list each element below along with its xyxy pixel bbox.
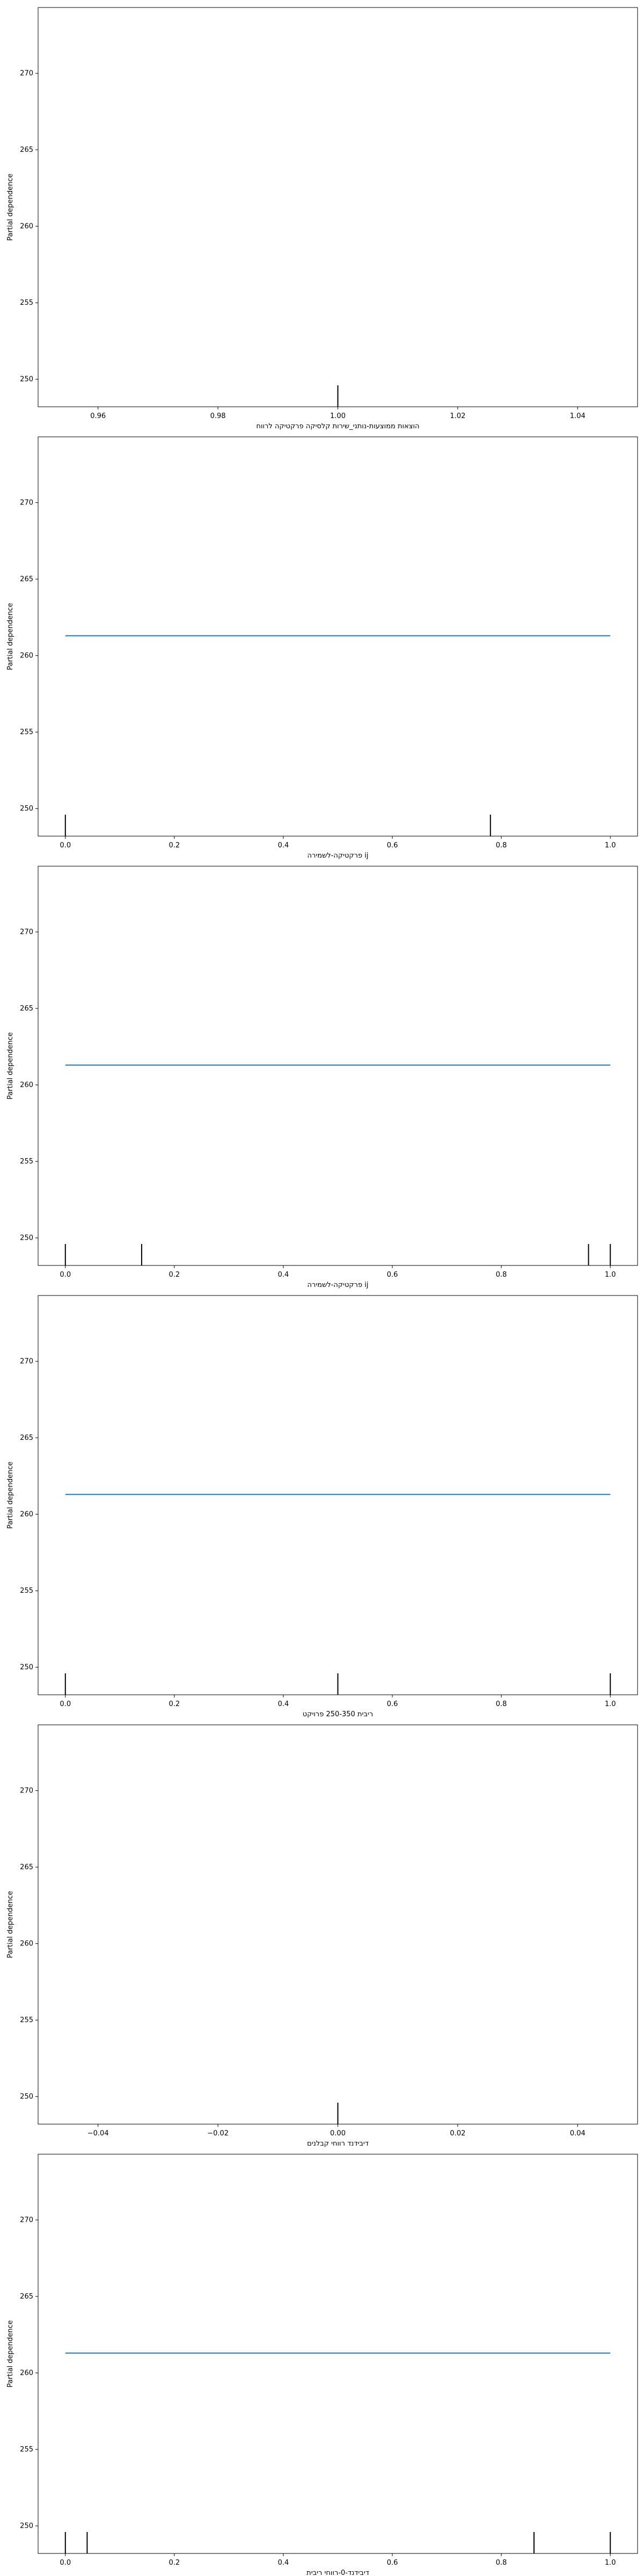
x-tick-label: 0.6: [387, 1271, 398, 1279]
x-tick-label: 0.0: [60, 1700, 71, 1708]
y-tick-label: 265: [20, 575, 33, 583]
y-tick-label: 270: [20, 1787, 33, 1795]
x-axis-label: דיבידנד רווחי קבלנים: [307, 2140, 369, 2148]
x-tick-label: 1.0: [605, 1271, 616, 1279]
x-axis-label: דיבידנד-0-רווחי ריבית: [306, 2569, 369, 2576]
x-tick-label: 0.0: [60, 841, 71, 850]
x-tick-label: 0.2: [169, 1271, 180, 1279]
axes-frame: [38, 436, 638, 837]
subplot-3: 250 255 260 265 270 0.0 0.2 0.4 0.6 0.8 1.0 פרקטיקה…: [6, 866, 638, 1289]
x-tick-label: 1.02: [450, 412, 465, 420]
x-tick-label: 1.0: [605, 1700, 616, 1708]
y-tick-label: 255: [20, 1587, 33, 1595]
y-axis-label: Partial dependence: [6, 1461, 14, 1528]
axes-frame: [38, 2154, 638, 2554]
x-tick-label: 0.2: [169, 841, 180, 850]
axes-frame: [38, 1724, 638, 2125]
y-axis-label: Partial dependence: [6, 1032, 14, 1099]
x-tick-label: 0.4: [278, 1271, 289, 1279]
y-tick-label: 255: [20, 1158, 33, 1166]
x-tick-label: 0.04: [570, 2129, 586, 2138]
x-tick-label: 1.0: [605, 2559, 616, 2567]
y-tick-label: 250: [20, 805, 33, 813]
x-tick-label: 0.98: [210, 412, 226, 420]
y-tick-label: 255: [20, 728, 33, 736]
x-tick-label: 0.0: [60, 2559, 71, 2567]
y-tick-label: 250: [20, 2522, 33, 2530]
x-tick-label: 0.4: [278, 1700, 289, 1708]
x-tick-label: 0.6: [387, 2559, 398, 2567]
x-axis-label: פרקטיקה-לשמירה ij: [308, 852, 369, 860]
y-tick-label: 265: [20, 1005, 33, 1013]
x-tick-label: 0.6: [387, 1700, 398, 1708]
y-tick-label: 265: [20, 1863, 33, 1871]
x-tick-label: 0.8: [496, 2559, 507, 2567]
x-axis-label: ריבית 250-350 פרויקט: [303, 1710, 373, 1718]
x-tick-label: 1.00: [330, 412, 346, 420]
y-tick-label: 270: [20, 1358, 33, 1366]
x-tick-label: 0.96: [90, 412, 106, 420]
y-tick-label: 265: [20, 1434, 33, 1442]
x-tick-label: −0.04: [87, 2129, 109, 2138]
subplot-1: 250 255 260 265 270 0.96 0.98 1.00 1.02 1.04 הוצאו…: [6, 7, 638, 430]
y-tick-label: 250: [20, 1664, 33, 1672]
y-tick-label: 250: [20, 376, 33, 384]
y-tick-label: 255: [20, 2446, 33, 2454]
subplot-6: 250 255 260 265 270 0.0 0.2 0.4 0.6 0.8 1.0 דיבידנד…: [6, 2154, 638, 2576]
y-tick-label: 250: [20, 2093, 33, 2101]
axes-frame: [38, 866, 638, 1266]
x-tick-label: 0.2: [169, 2559, 180, 2567]
y-tick-label: 260: [20, 1511, 33, 1519]
x-tick-label: 0.8: [496, 841, 507, 850]
subplot-5: 250 255 260 265 270 −0.04 −0.02 0.00 0.02 0.04 דיב…: [6, 1724, 638, 2148]
y-tick-label: 270: [20, 2216, 33, 2224]
y-axis-label: Partial dependence: [6, 173, 14, 240]
y-tick-label: 265: [20, 2293, 33, 2301]
y-tick-label: 260: [20, 223, 33, 231]
y-axis-label: Partial dependence: [6, 1891, 14, 1958]
x-tick-label: −0.02: [207, 2129, 229, 2138]
x-tick-label: 0.6: [387, 841, 398, 850]
x-axis-label: הוצאות ממוצעות-נותני_שירות קלסיקה פרקטיק…: [256, 422, 419, 430]
x-tick-label: 0.8: [496, 1700, 507, 1708]
x-axis-label: פרקטיקה-לשמירה ij: [308, 1281, 369, 1289]
y-tick-label: 260: [20, 1940, 33, 1948]
x-tick-label: 0.02: [450, 2129, 465, 2138]
y-tick-label: 255: [20, 2016, 33, 2024]
y-tick-label: 265: [20, 146, 33, 154]
y-tick-label: 255: [20, 299, 33, 307]
y-tick-label: 270: [20, 928, 33, 936]
x-tick-label: 1.04: [570, 412, 586, 420]
x-tick-label: 1.0: [605, 841, 616, 850]
subplot-4: 250 255 260 265 270 0.0 0.2 0.4 0.6 0.8 1.0 ריבית 2…: [6, 1295, 638, 1718]
y-axis-label: Partial dependence: [6, 603, 14, 670]
y-tick-label: 270: [20, 70, 33, 78]
axes-frame: [38, 7, 638, 407]
x-tick-label: 0.8: [496, 1271, 507, 1279]
y-tick-label: 270: [20, 499, 33, 507]
y-tick-label: 250: [20, 1234, 33, 1242]
x-tick-label: 0.0: [60, 1271, 71, 1279]
x-tick-label: 0.00: [330, 2129, 346, 2138]
y-axis-label: Partial dependence: [6, 2320, 14, 2387]
y-tick-label: 260: [20, 2369, 33, 2377]
y-tick-label: 260: [20, 1081, 33, 1089]
subplot-2: 250 255 260 265 270 0.0 0.2 0.4 0.6 0.8 1.0 פרקטיקה…: [6, 436, 638, 860]
x-tick-label: 0.4: [278, 841, 289, 850]
y-tick-label: 260: [20, 652, 33, 660]
x-tick-label: 0.4: [278, 2559, 289, 2567]
axes-frame: [38, 1295, 638, 1695]
x-tick-label: 0.2: [169, 1700, 180, 1708]
